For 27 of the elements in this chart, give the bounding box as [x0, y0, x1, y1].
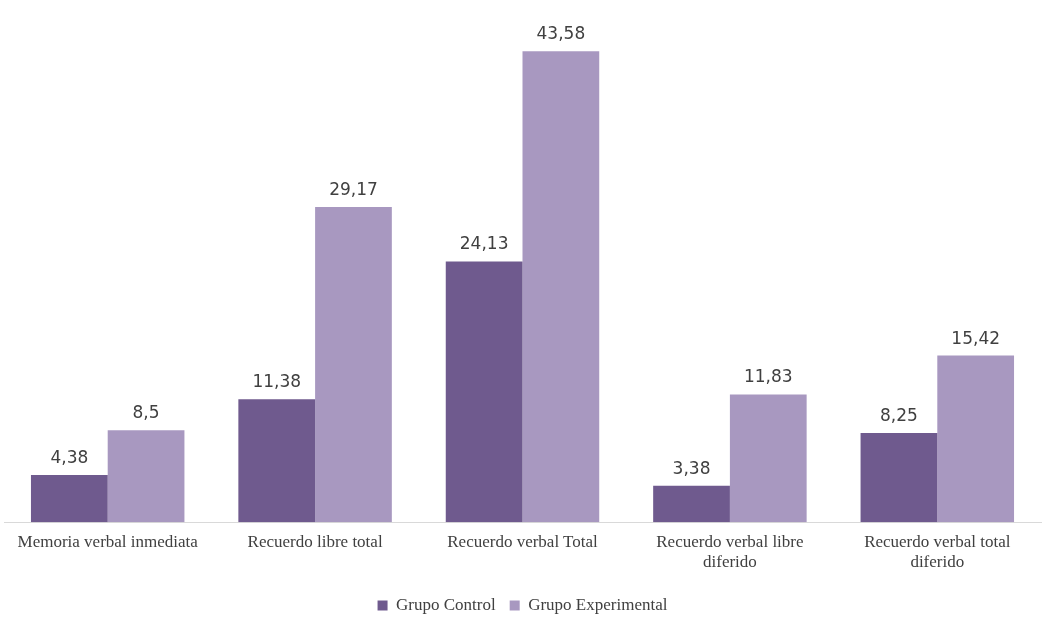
legend-label: Grupo Experimental [528, 594, 668, 614]
legend-label: Grupo Control [396, 594, 496, 614]
data-label: 8,25 [880, 404, 918, 425]
x-tick-label: Recuerdo libre total [247, 531, 383, 551]
data-label: 3,38 [672, 457, 711, 478]
bar [522, 51, 600, 523]
x-tick-label: Memoria verbal inmediata [17, 531, 199, 551]
x-tick-label: Recuerdo verbal Total [447, 531, 599, 551]
data-label: 8,5 [132, 402, 160, 423]
data-label: 4,38 [50, 446, 89, 467]
data-label: 15,42 [951, 327, 1000, 348]
data-label: 29,17 [329, 178, 378, 199]
data-label: 11,83 [743, 366, 793, 387]
bar [860, 433, 938, 523]
bar [445, 261, 523, 523]
bar [729, 394, 807, 523]
data-label: 24,13 [459, 233, 509, 254]
bar [937, 355, 1015, 523]
data-label: 11,38 [252, 371, 302, 392]
x-tick-label: Recuerdo verbal total diferido [864, 531, 1011, 572]
data-label: 43,58 [536, 23, 586, 44]
bar [653, 485, 730, 523]
x-tick-label: Recuerdo verbal libre diferido [656, 531, 804, 572]
bar [315, 207, 392, 523]
bar [107, 430, 185, 523]
bar [238, 399, 316, 523]
bar [30, 474, 108, 523]
